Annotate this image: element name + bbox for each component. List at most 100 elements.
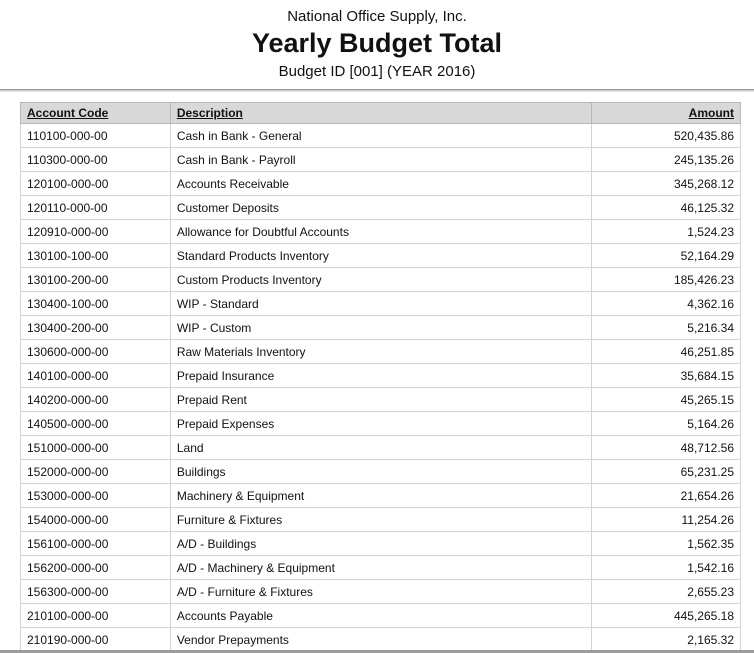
budget-table: Account Code Description Amount 110100-0… [20,102,741,652]
table-header: Account Code Description Amount [20,102,741,124]
description-cell: Machinery & Equipment [169,483,593,508]
amount-cell: 1,542.16 [591,555,741,580]
account-code-cell: 153000-000-00 [20,483,171,508]
table-row: 120110-000-00 Customer Deposits 46,125.3… [20,195,741,220]
amount-cell: 2,655.23 [591,579,741,604]
description-cell: Cash in Bank - Payroll [169,147,593,172]
account-code-cell: 151000-000-00 [20,435,171,460]
amount-cell: 46,251.85 [591,339,741,364]
amount-cell: 185,426.23 [591,267,741,292]
amount-cell: 65,231.25 [591,459,741,484]
description-cell: WIP - Standard [169,291,593,316]
description-cell: Cash in Bank - General [169,123,593,148]
account-code-cell: 120110-000-00 [20,195,171,220]
table-row: 153000-000-00 Machinery & Equipment 21,6… [20,483,741,508]
amount-cell: 35,684.15 [591,363,741,388]
table-row: 140200-000-00 Prepaid Rent 45,265.15 [20,387,741,412]
table-row: 140100-000-00 Prepaid Insurance 35,684.1… [20,363,741,388]
table-container: Account Code Description Amount 110100-0… [0,92,754,652]
description-cell: Prepaid Expenses [169,411,593,436]
amount-cell: 46,125.32 [591,195,741,220]
report-subtitle: Budget ID [001] (YEAR 2016) [278,63,476,80]
amount-cell: 21,654.26 [591,483,741,508]
table-row: 110300-000-00 Cash in Bank - Payroll 245… [20,147,741,172]
account-code-cell: 120100-000-00 [20,171,171,196]
table-row: 130100-200-00 Custom Products Inventory … [20,267,741,292]
amount-cell: 345,268.12 [591,171,741,196]
table-row: 120100-000-00 Accounts Receivable 345,26… [20,171,741,196]
description-cell: Furniture & Fixtures [169,507,593,532]
account-code-cell: 154000-000-00 [20,507,171,532]
account-code-cell: 210190-000-00 [20,627,171,652]
table-row: 140500-000-00 Prepaid Expenses 5,164.26 [20,411,741,436]
description-cell: Prepaid Insurance [169,363,593,388]
report-header: National Office Supply, Inc. Yearly Budg… [0,0,754,80]
amount-cell: 5,164.26 [591,411,741,436]
description-cell: Buildings [169,459,593,484]
table-row: 156200-000-00 A/D - Machinery & Equipmen… [20,555,741,580]
table-row: 154000-000-00 Furniture & Fixtures 11,25… [20,507,741,532]
account-code-cell: 110300-000-00 [20,147,171,172]
amount-cell: 45,265.15 [591,387,741,412]
description-cell: Land [169,435,593,460]
description-cell: Standard Products Inventory [169,243,593,268]
description-cell: Raw Materials Inventory [169,339,593,364]
table-row: 130400-100-00 WIP - Standard 4,362.16 [20,291,741,316]
column-header-amount: Amount [591,102,741,124]
description-cell: A/D - Machinery & Equipment [169,555,593,580]
account-code-cell: 110100-000-00 [20,123,171,148]
amount-cell: 48,712.56 [591,435,741,460]
table-row: 210100-000-00 Accounts Payable 445,265.1… [20,603,741,628]
account-code-cell: 156100-000-00 [20,531,171,556]
description-cell: A/D - Buildings [169,531,593,556]
amount-cell: 445,265.18 [591,603,741,628]
header-row: Account Code Description Amount [20,102,741,124]
description-cell: Allowance for Doubtful Accounts [169,219,593,244]
table-row: 152000-000-00 Buildings 65,231.25 [20,459,741,484]
amount-cell: 520,435.86 [591,123,741,148]
description-cell: Prepaid Rent [169,387,593,412]
table-body: 110100-000-00 Cash in Bank - General 520… [20,123,741,652]
table-row: 130600-000-00 Raw Materials Inventory 46… [20,339,741,364]
account-code-cell: 130100-100-00 [20,243,171,268]
table-row: 130100-100-00 Standard Products Inventor… [20,243,741,268]
account-code-cell: 156200-000-00 [20,555,171,580]
account-code-cell: 140100-000-00 [20,363,171,388]
amount-cell: 52,164.29 [591,243,741,268]
report-title: Yearly Budget Total [251,28,503,58]
table-row: 156100-000-00 A/D - Buildings 1,562.35 [20,531,741,556]
description-cell: Accounts Receivable [169,171,593,196]
account-code-cell: 130400-100-00 [20,291,171,316]
account-code-cell: 130400-200-00 [20,315,171,340]
amount-cell: 4,362.16 [591,291,741,316]
company-name: National Office Supply, Inc. [287,8,467,25]
amount-cell: 245,135.26 [591,147,741,172]
table-row: 151000-000-00 Land 48,712.56 [20,435,741,460]
account-code-cell: 130600-000-00 [20,339,171,364]
account-code-cell: 210100-000-00 [20,603,171,628]
column-header-account-code: Account Code [20,102,171,124]
amount-cell: 1,562.35 [591,531,741,556]
amount-cell: 11,254.26 [591,507,741,532]
table-row: 210190-000-00 Vendor Prepayments 2,165.3… [20,627,741,652]
description-cell: Vendor Prepayments [169,627,593,652]
account-code-cell: 130100-200-00 [20,267,171,292]
column-header-description: Description [169,102,593,124]
account-code-cell: 140200-000-00 [20,387,171,412]
table-row: 120910-000-00 Allowance for Doubtful Acc… [20,219,741,244]
description-cell: Custom Products Inventory [169,267,593,292]
account-code-cell: 140500-000-00 [20,411,171,436]
description-cell: A/D - Furniture & Fixtures [169,579,593,604]
table-row: 130400-200-00 WIP - Custom 5,216.34 [20,315,741,340]
table-row: 110100-000-00 Cash in Bank - General 520… [20,123,741,148]
description-cell: WIP - Custom [169,315,593,340]
account-code-cell: 156300-000-00 [20,579,171,604]
amount-cell: 2,165.32 [591,627,741,652]
description-cell: Customer Deposits [169,195,593,220]
page-bottom-edge [0,650,754,653]
header-divider [0,89,754,92]
description-cell: Accounts Payable [169,603,593,628]
amount-cell: 5,216.34 [591,315,741,340]
account-code-cell: 152000-000-00 [20,459,171,484]
